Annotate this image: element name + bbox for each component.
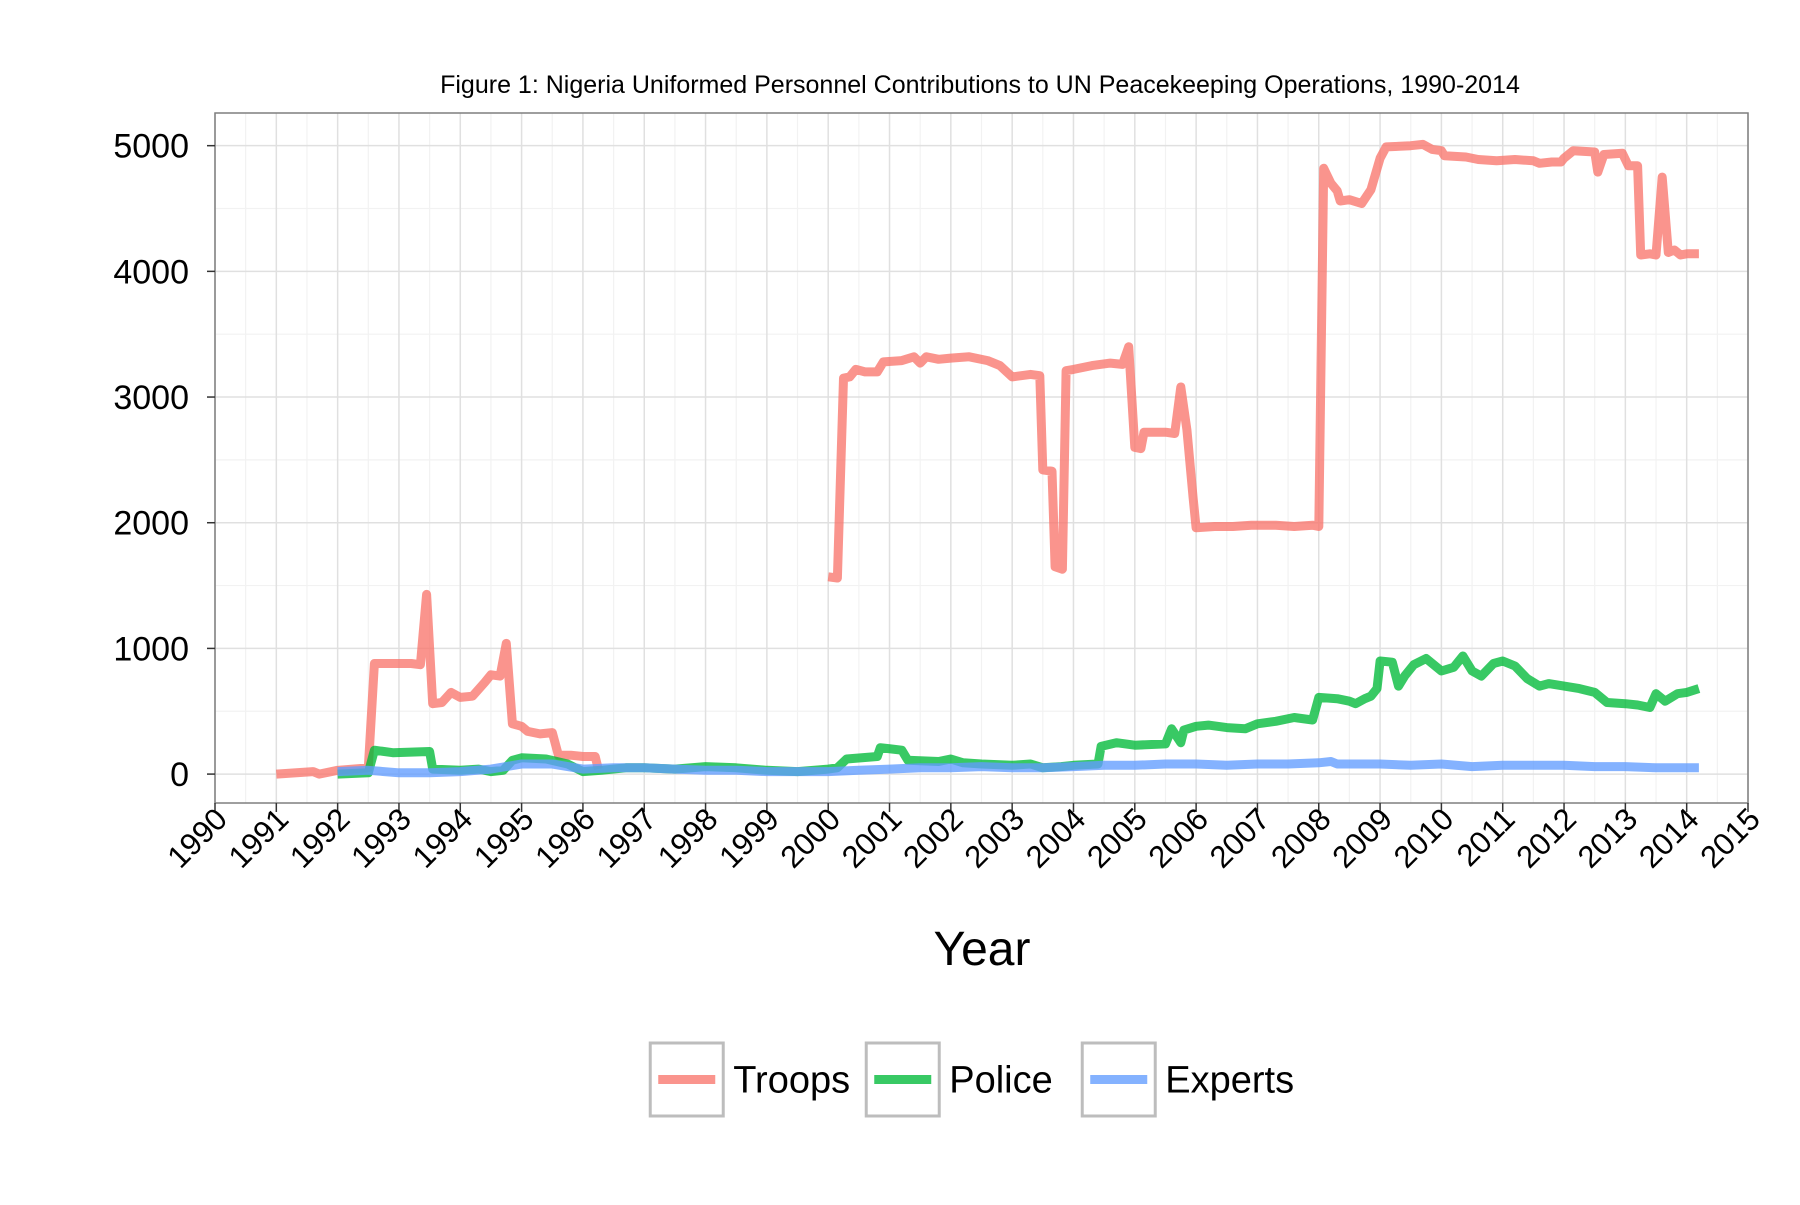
y-tick-label: 0 [170,756,189,794]
y-tick-label: 3000 [113,379,189,417]
x-tick-label: 1999 [712,801,786,875]
y-tick-label: 1000 [113,630,189,668]
x-tick-label: 2009 [1326,801,1400,875]
grid-layer [214,113,1749,803]
series-layer [275,139,1701,779]
x-tick-label: 1992 [283,801,357,875]
x-tick-label: 2001 [835,801,909,875]
y-tick-label: 5000 [113,128,189,166]
x-tick-label: 1991 [222,801,296,875]
x-tick-label: 2000 [774,801,848,875]
x-tick-label: 2008 [1264,801,1338,875]
legend-label-troops: Troops [733,1060,850,1102]
x-tick-label: 1994 [406,801,480,875]
x-axis-title: Year [934,923,1031,976]
legend-label-police: Police [949,1060,1053,1102]
series-line-troops-segment-1 [275,589,603,779]
legend-label-experts: Experts [1165,1060,1294,1102]
y-tick-label: 2000 [113,505,189,543]
x-tick-label: 1990 [160,801,234,875]
series-line-experts [337,757,1699,778]
x-tick-label: 2007 [1203,801,1277,875]
x-tick-label: 2004 [1019,801,1093,875]
x-tick-label: 1997 [590,801,664,875]
x-tick-label: 2012 [1509,801,1583,875]
x-tick-label: 2003 [958,801,1032,875]
x-tick-label: 2005 [1080,801,1154,875]
x-tick-label: 2011 [1450,801,1522,873]
x-tick-label: 2013 [1571,801,1645,875]
x-tick-label: 2010 [1387,801,1461,875]
x-tick-label: 2006 [1142,801,1216,875]
legend: Troops Police Experts [648,1041,1294,1118]
plot-border [214,112,1749,804]
x-tick-label: 1993 [344,801,418,875]
x-tick-label: 1995 [467,801,541,875]
series-line-troops-segment-2 [827,139,1699,583]
x-tick-label: 1996 [528,801,602,875]
chart-title: Figure 1: Nigeria Uniformed Personnel Co… [440,71,1520,99]
x-tick-label: 1998 [651,801,725,875]
y-tick-label: 4000 [113,253,189,291]
x-tick-label: 2014 [1632,801,1706,875]
x-tick-label: 2002 [896,801,970,875]
x-tick-label: 2015 [1693,801,1767,875]
